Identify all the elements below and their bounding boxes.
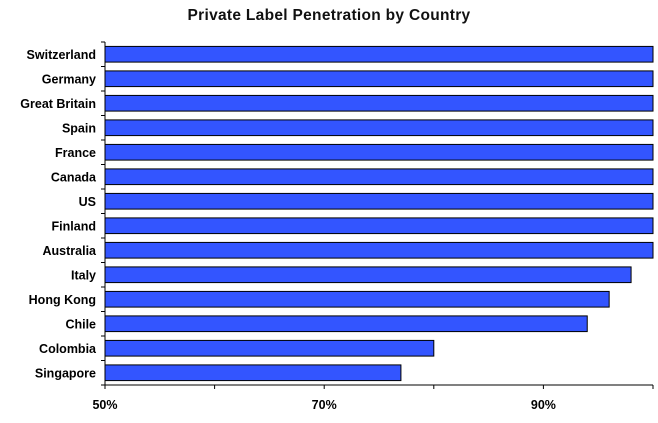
- bar: [104, 143, 654, 161]
- bar: [104, 364, 402, 382]
- bar: [104, 339, 435, 357]
- bar: [104, 119, 654, 137]
- category-label: Switzerland: [27, 48, 96, 62]
- category-label: Finland: [52, 219, 96, 233]
- bar: [104, 45, 654, 63]
- bar: [104, 241, 654, 259]
- chart-title: Private Label Penetration by Country: [187, 7, 471, 24]
- bar: [104, 315, 588, 333]
- x-tick-label: 70%: [312, 398, 337, 412]
- category-label: Singapore: [35, 366, 96, 380]
- category-label: US: [79, 195, 96, 209]
- category-label: Colombia: [39, 342, 97, 356]
- category-label: Canada: [51, 170, 97, 184]
- bar: [104, 266, 632, 284]
- bar: [104, 168, 654, 186]
- category-label: Australia: [43, 244, 98, 258]
- x-tick-label: 50%: [92, 398, 117, 412]
- category-label: France: [55, 146, 96, 160]
- category-label: Germany: [42, 72, 96, 86]
- x-tick-label: 90%: [531, 398, 556, 412]
- category-label: Italy: [71, 268, 96, 282]
- category-label: Spain: [62, 121, 96, 135]
- category-label: Great Britain: [20, 97, 96, 111]
- bar: [104, 192, 654, 210]
- category-label: Hong Kong: [29, 293, 96, 307]
- bar: [104, 70, 654, 88]
- bar: [104, 217, 654, 235]
- bar: [104, 94, 654, 112]
- category-label: Chile: [65, 317, 96, 331]
- bar: [104, 290, 610, 308]
